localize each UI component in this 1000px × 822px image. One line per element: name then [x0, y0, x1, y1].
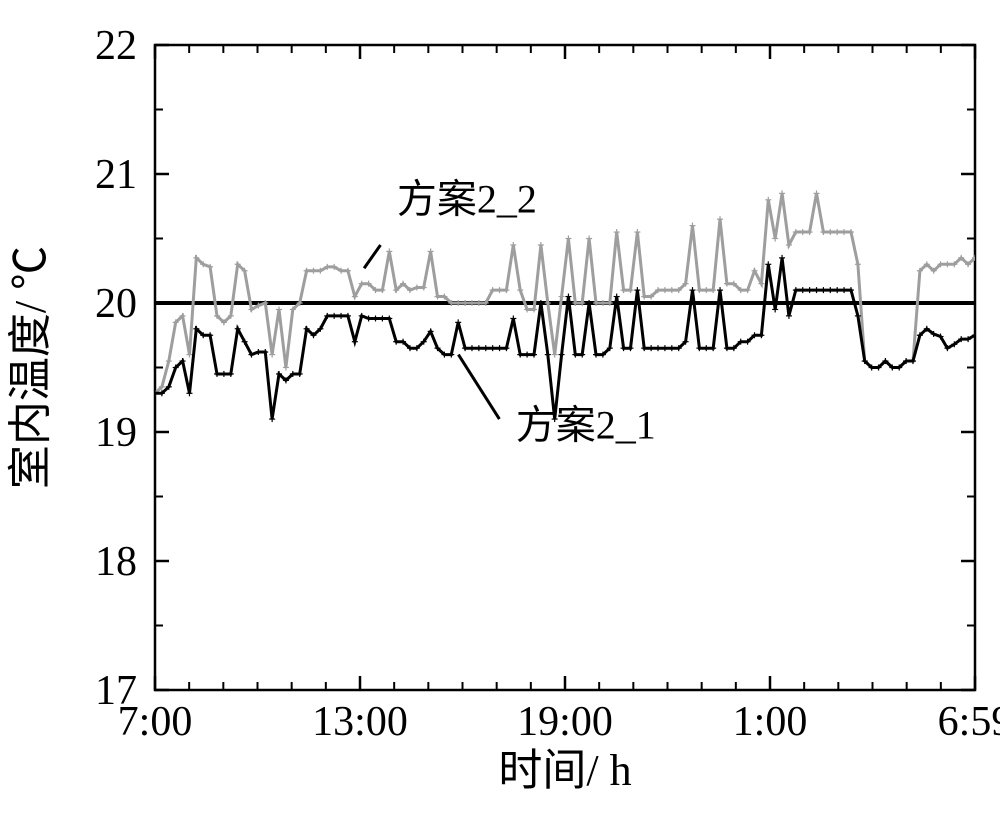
annotation-leader: [458, 355, 499, 420]
annotation-label: 方案2_1: [516, 402, 656, 447]
x-tick-label: 1:00: [733, 699, 808, 745]
x-tick-label: 6:59: [938, 699, 1000, 745]
x-tick-label: 13:00: [312, 699, 408, 745]
chart-container: 1718192021227:0013:0019:001:006:59方案2_2方…: [0, 0, 1000, 822]
y-tick-label: 20: [95, 281, 137, 327]
chart-svg: 1718192021227:0013:0019:001:006:59方案2_2方…: [0, 0, 1000, 822]
y-axis-title: 室内温度/ ℃: [6, 246, 55, 489]
x-axis-title: 时间/ h: [498, 746, 631, 795]
y-tick-label: 22: [95, 23, 137, 69]
x-tick-label: 19:00: [517, 699, 613, 745]
x-tick-label: 7:00: [118, 699, 193, 745]
series-方案2_2: [152, 190, 978, 396]
plot-border: [155, 45, 975, 690]
y-tick-label: 21: [95, 152, 137, 198]
annotation-leader: [364, 245, 380, 268]
y-tick-label: 19: [95, 410, 137, 456]
series-line: [155, 258, 975, 419]
annotation-label: 方案2_2: [397, 177, 537, 222]
y-tick-label: 18: [95, 539, 137, 585]
